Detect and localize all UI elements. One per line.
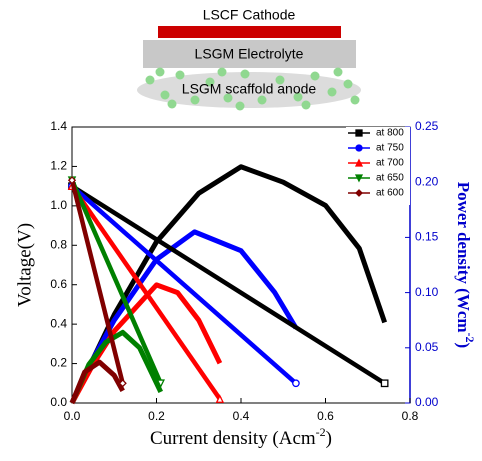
particle [333, 67, 343, 77]
voltage-line [70, 184, 386, 386]
y2-tick-label: 0.05 [415, 340, 439, 354]
x-axis-label-part: -2 [316, 425, 326, 439]
legend-label: at 750 [376, 143, 404, 154]
particle [257, 95, 267, 105]
voltage-line [69, 179, 125, 384]
electrolyte-layer [143, 40, 356, 68]
x-axis-label: Current density (Acm-2) [150, 425, 332, 450]
y2-axis-label-part: ) [454, 343, 473, 349]
y-axis-label: Voltage(V) [14, 223, 35, 307]
legend-label: at 800 [376, 128, 404, 139]
anode-particles [145, 67, 360, 111]
marker [355, 189, 363, 197]
x-tick-label: 0.4 [233, 409, 250, 423]
particle [167, 99, 177, 109]
legend-label: at 650 [376, 173, 404, 184]
particle [160, 90, 170, 100]
anode-label: LSGM scaffold anode [182, 81, 317, 97]
particle [327, 87, 337, 97]
particle [350, 95, 360, 105]
cell-diagram: LSCF Cathode LSGM Electrolyte LSGM scaff… [137, 7, 361, 111]
x-axis-label-part: Current density (Acm [150, 428, 316, 449]
x-axis-label-part: ) [326, 428, 332, 449]
y-tick-label: 0.4 [50, 316, 67, 330]
y-tick-label: 1.2 [50, 159, 67, 173]
particle [343, 79, 353, 89]
y2-axis-label-part: Power density (Wcm [454, 182, 473, 333]
particle [310, 71, 320, 81]
particle [190, 95, 200, 105]
power-curve [69, 329, 163, 405]
legend-label: at 600 [376, 188, 404, 199]
particle [205, 77, 215, 87]
y-tick-label: 1.4 [50, 119, 67, 133]
x-tick-label: 0.0 [64, 409, 81, 423]
particle [155, 67, 165, 77]
y-tick-label: 0.0 [50, 395, 67, 409]
marker [380, 379, 389, 388]
particle [235, 101, 245, 111]
y2-tick-label: 0.25 [415, 119, 439, 133]
x-tick-label: 0.2 [148, 409, 165, 423]
particle [301, 100, 311, 110]
y2-tick-label: 0.15 [415, 230, 439, 244]
marker [354, 158, 364, 167]
marker [354, 174, 364, 183]
particle [293, 92, 303, 102]
voltage-line [70, 184, 222, 401]
cathode-layer [158, 26, 341, 38]
marker [355, 144, 363, 152]
legend-label: at 700 [376, 158, 404, 169]
cathode-label: LSCF Cathode [203, 7, 296, 23]
electrolyte-label: LSGM Electrolyte [195, 46, 304, 62]
x-tick-label: 0.6 [317, 409, 334, 423]
voltage-line [69, 179, 163, 385]
y-tick-label: 1.0 [50, 198, 67, 212]
marker [156, 379, 165, 388]
y-tick-label: 0.6 [50, 277, 67, 291]
particle [175, 70, 185, 80]
particle [240, 69, 250, 79]
marker [292, 379, 300, 388]
marker [215, 394, 225, 403]
x-tick-label: 0.8 [402, 409, 419, 423]
particle [223, 93, 233, 103]
particle [217, 67, 227, 77]
particle [145, 75, 155, 85]
marker [118, 379, 127, 388]
power-curve [69, 359, 125, 404]
y2-axis-label-part: -2 [463, 333, 477, 343]
particle [275, 75, 285, 85]
y2-tick-label: 0.20 [415, 174, 439, 188]
y-tick-label: 0.8 [50, 237, 67, 251]
y2-tick-label: 0.00 [415, 395, 439, 409]
marker [67, 176, 77, 185]
y2-axis-label: Power density (Wcm-2) [454, 182, 477, 348]
voltage-line [70, 184, 298, 385]
y-tick-label: 0.2 [50, 356, 67, 370]
marker [355, 129, 363, 137]
y2-tick-label: 0.10 [415, 285, 439, 299]
